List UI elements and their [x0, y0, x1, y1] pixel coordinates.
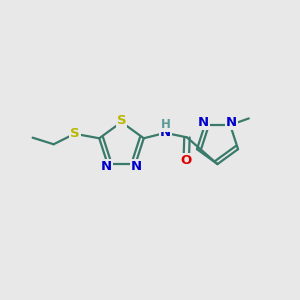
Text: N: N [101, 160, 112, 173]
Text: N: N [131, 160, 142, 173]
Text: N: N [160, 126, 171, 140]
Text: S: S [70, 127, 80, 140]
Text: N: N [226, 116, 237, 128]
Text: S: S [117, 114, 126, 127]
Text: N: N [198, 116, 209, 128]
Text: O: O [181, 154, 192, 167]
Text: H: H [161, 118, 171, 131]
